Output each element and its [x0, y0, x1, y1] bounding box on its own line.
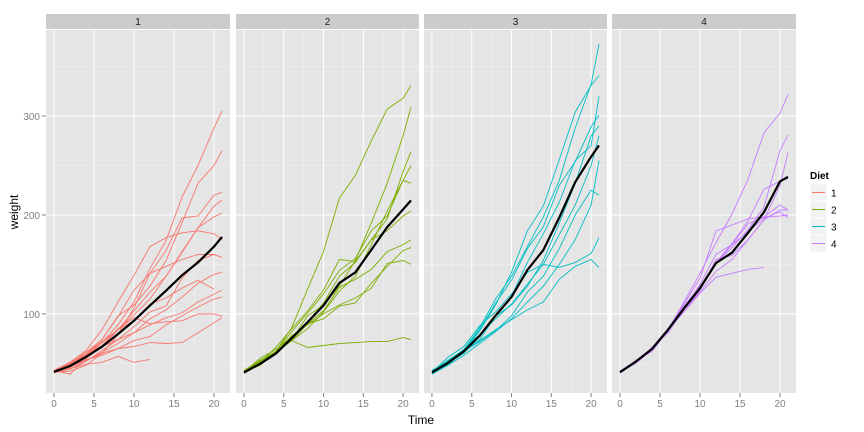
facet-panel-3: 3 0 5 10 15 20 — [424, 14, 607, 410]
chick-line — [431, 160, 600, 373]
x-tick-label: 20 — [586, 399, 598, 410]
x-tick-label: 0 — [241, 399, 247, 410]
y-tick-label: 100 — [23, 310, 40, 321]
chick-line — [243, 337, 412, 372]
facet-panel-2: 20 5 10 15 20 — [236, 14, 419, 410]
x-tick-label: 10 — [128, 399, 140, 410]
chick-line — [53, 230, 223, 371]
legend-label: 3 — [831, 223, 837, 234]
x-tick-label: 5 — [281, 399, 287, 410]
chick-line — [53, 150, 223, 373]
chick-line — [243, 247, 412, 373]
mean-line — [53, 236, 223, 373]
x-tick-label: 15 — [546, 399, 558, 410]
x-tick-label: 10 — [694, 399, 706, 410]
x-tick-label: 15 — [168, 399, 180, 410]
x-tick-label: 10 — [506, 399, 518, 410]
x-tick-label: 20 — [398, 399, 410, 410]
panel-background — [424, 30, 607, 393]
mean-line — [431, 144, 600, 374]
y-tick-label: 300 — [23, 112, 40, 123]
chick-line — [53, 199, 223, 374]
chick-line — [431, 96, 600, 374]
x-tick-label: 15 — [358, 399, 370, 410]
legend: Diet 1 2 3 4 — [809, 171, 837, 253]
facet-panel-1: 10 5 10 15 20 — [46, 14, 230, 410]
x-tick-label: 5 — [91, 399, 97, 410]
chick-line — [53, 271, 223, 372]
facet-strip-label: 3 — [513, 17, 519, 28]
x-tick-label: 0 — [51, 399, 57, 410]
chick-line — [53, 296, 223, 373]
x-tick-label: 20 — [774, 399, 786, 410]
y-tick-label: 200 — [23, 211, 40, 222]
facet-strip — [46, 14, 230, 29]
panel-background — [236, 30, 419, 393]
panel-background — [612, 30, 796, 393]
facet-panel-4: 4 0 5 10 15 20 — [612, 14, 796, 410]
y-axis-title: weight — [7, 194, 21, 230]
chick-line — [243, 210, 412, 372]
chick-line — [431, 43, 600, 372]
chick-line — [619, 204, 789, 372]
facet-strip — [236, 14, 419, 29]
facet-strip — [424, 14, 607, 29]
chick-line — [53, 313, 223, 372]
mean-line — [619, 175, 789, 374]
chick-line — [53, 289, 223, 373]
panel-background — [46, 30, 230, 393]
chick-line — [53, 191, 223, 373]
facet-strip-label: 4 — [701, 17, 707, 28]
facet-strip-label: 1 — [135, 17, 141, 28]
chick-line — [53, 355, 151, 373]
x-tick-label: 5 — [657, 399, 663, 410]
x-tick-label: 10 — [318, 399, 330, 410]
legend-label: 4 — [831, 240, 837, 251]
x-tick-label: 20 — [208, 399, 220, 410]
x-tick-label: 0 — [429, 399, 435, 410]
x-tick-label: 0 — [617, 399, 623, 410]
mean-line — [243, 199, 412, 374]
x-axis-title: Time — [408, 413, 435, 427]
legend-label: 1 — [831, 189, 837, 200]
legend-title: Diet — [810, 171, 830, 182]
x-tick-label: 5 — [469, 399, 475, 410]
facet-strip-label: 2 — [325, 17, 331, 28]
facet-strip — [612, 14, 796, 29]
x-tick-label: 15 — [734, 399, 746, 410]
legend-label: 2 — [831, 206, 837, 217]
